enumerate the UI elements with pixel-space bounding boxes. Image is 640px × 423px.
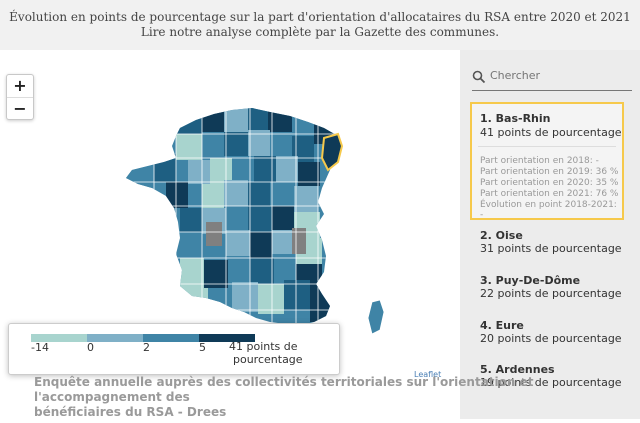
ranking-detail: Part orientation en 2020: 35 % — [480, 178, 619, 188]
source-line2: bénéficiaires du RSA - Drees — [34, 405, 227, 419]
bas-rhin-highlight — [320, 132, 344, 172]
legend-swatch-1 — [31, 334, 87, 342]
ranking-points: 19 points de pourcentage — [480, 376, 622, 389]
ranking-detail: Part orientation en 2018: - — [480, 156, 599, 166]
legend-tick: 5 — [199, 341, 206, 354]
source-line1: Enquête annuelle auprès des collectivité… — [34, 375, 534, 404]
ranking-card[interactable]: 2. Oise 31 points de pourcentage — [480, 229, 622, 255]
legend-swatch-2 — [87, 334, 143, 342]
zoom-in-button[interactable]: + — [7, 75, 33, 98]
ranking-name: 3. Puy-De-Dôme — [480, 274, 581, 287]
ranking-card[interactable]: 4. Eure 20 points de pourcentage — [480, 319, 622, 345]
france-map[interactable] — [0, 50, 460, 419]
ranking-detail: Part orientation en 2019: 36 % — [480, 167, 619, 177]
search-input[interactable] — [488, 68, 622, 83]
ranking-card[interactable]: 3. Puy-De-Dôme 22 points de pourcentage — [480, 274, 622, 300]
source-caption: Enquête annuelle auprès des collectivité… — [34, 375, 614, 420]
legend-swatch-4 — [199, 334, 255, 342]
ranking-card-active[interactable]: 1. Bas-Rhin 41 points de pourcentage Par… — [470, 102, 624, 220]
ranking-points: 41 points de pourcentage — [480, 126, 622, 139]
map-title: Évolution en points de pourcentage sur l… — [9, 10, 631, 24]
ranking-card[interactable]: 5. Ardennes 19 points de pourcentage — [480, 363, 622, 389]
zoom-control: + − — [6, 74, 34, 120]
ranking-points: 22 points de pourcentage — [480, 287, 622, 300]
legend-max-line2: pourcentage — [233, 353, 303, 366]
header: Évolution en points de pourcentage sur l… — [0, 0, 640, 50]
legend-max-label: 41 points de pourcentage — [229, 340, 319, 366]
legend-tick: 0 — [87, 341, 94, 354]
legend-max-line1: 41 points de — [229, 340, 298, 353]
divider — [478, 146, 616, 147]
ranking-name: 2. Oise — [480, 229, 523, 242]
corse — [367, 299, 385, 335]
ranking-name: 4. Eure — [480, 319, 524, 332]
leaflet-attribution[interactable]: Leaflet — [414, 370, 442, 379]
ranking-detail: Part orientation en 2021: 76 % — [480, 189, 619, 199]
legend-tick: -14 — [31, 341, 49, 354]
search-icon — [472, 70, 486, 84]
legend-tick: 2 — [143, 341, 150, 354]
ranking-points: 20 points de pourcentage — [480, 332, 622, 345]
ranking-detail: Évolution en point 2018-2021: - — [480, 200, 617, 220]
ranking-name: 5. Ardennes — [480, 363, 555, 376]
ranking-name: 1. Bas-Rhin — [480, 112, 551, 125]
departements[interactable] — [120, 100, 350, 340]
zoom-out-button[interactable]: − — [13, 99, 27, 118]
legend-swatch-3 — [143, 334, 199, 342]
search-box[interactable] — [472, 66, 632, 91]
ranking-points: 31 points de pourcentage — [480, 242, 622, 255]
legend: -14 0 2 5 41 points de pourcentage — [8, 323, 340, 375]
gazette-link[interactable]: Lire notre analyse complète par la Gazet… — [140, 25, 500, 39]
